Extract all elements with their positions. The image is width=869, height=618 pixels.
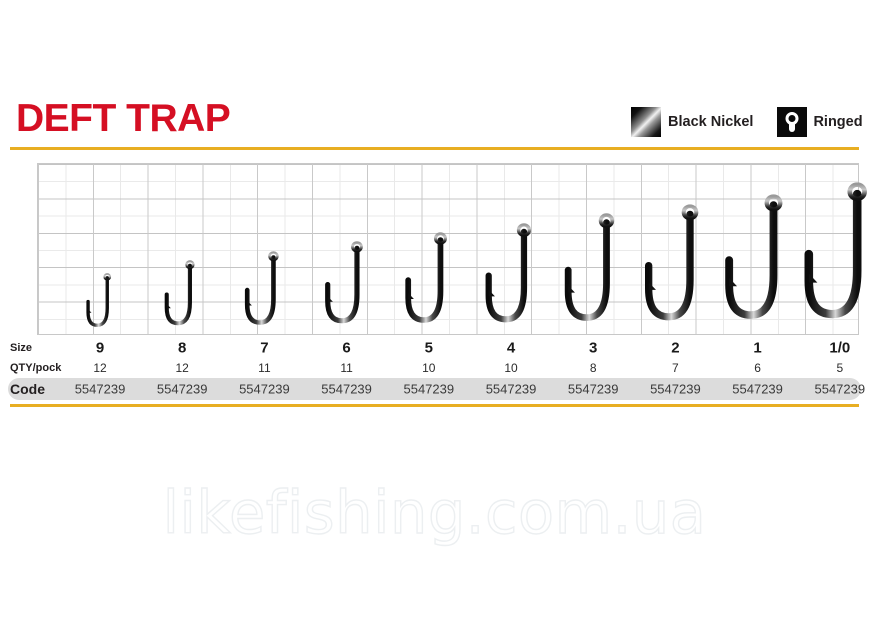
cell-qty-1: 6: [754, 361, 761, 375]
hook-size-7: [243, 250, 285, 332]
row-label-size: Size: [10, 342, 33, 354]
cell-code-1: 5547239: [732, 381, 783, 397]
cell-qty-6: 11: [340, 361, 353, 375]
cell-code-7: 5547239: [239, 381, 290, 397]
cell-size-6: 6: [342, 339, 351, 357]
cell-code-3: 5547239: [567, 381, 619, 397]
cell-size-5: 5: [424, 339, 433, 357]
cell-code-1-0: 5547239: [814, 381, 866, 397]
table-row-size: Size 9 8 7 6 5 4 3 2 1 1/0: [0, 338, 869, 358]
page-title: DEFT TRAP: [16, 97, 231, 140]
hook-size-5: [403, 232, 455, 332]
cell-size-7: 7: [260, 339, 269, 357]
hook-size-8: [163, 260, 200, 332]
cell-qty-4: 10: [504, 361, 518, 375]
cell-size-1-0: 1/0: [829, 339, 851, 357]
cell-qty-8: 12: [175, 361, 189, 375]
cell-qty-9: 12: [93, 361, 107, 375]
cell-qty-2: 7: [672, 361, 679, 375]
table-row-qty: QTY/pock 12 12 11 11 10 10 8 7 6 5: [0, 358, 869, 378]
badge-label: Black Nickel: [668, 114, 754, 130]
code-row-background: [8, 378, 861, 400]
row-label-qty: QTY/pock: [10, 362, 62, 374]
hook-illustrations: [37, 163, 867, 335]
cell-qty-3: 8: [589, 361, 597, 375]
cell-size-2: 2: [671, 339, 680, 357]
ring-stem: [789, 122, 796, 132]
header: DEFT TRAP Black Nickel Ringed: [0, 96, 869, 152]
cell-code-2: 5547239: [650, 381, 701, 397]
cell-size-4: 4: [506, 339, 516, 357]
cell-qty-5: 10: [422, 361, 436, 375]
cell-code-5: 5547239: [403, 381, 455, 397]
divider-bottom: [10, 404, 859, 407]
cell-code-8: 5547239: [156, 381, 208, 397]
ruler-scale: [0, 163, 37, 335]
ringed-eye-icon: [777, 107, 808, 137]
hook-size-1-0: [801, 182, 869, 332]
hook-size-1: [722, 194, 794, 332]
hook-size-2: [642, 204, 709, 332]
hook-size-9: [85, 272, 116, 332]
cell-size-9: 9: [95, 339, 105, 357]
badge-ringed: Ringed: [777, 107, 863, 137]
cell-qty-1-0: 5: [836, 361, 844, 375]
badge-label: Ringed: [813, 114, 863, 130]
spec-table: Size 9 8 7 6 5 4 3 2 1 1/0 QTY/pock 12 12 11 11 10 10 8…: [0, 338, 869, 400]
hook-size-3: [562, 213, 624, 332]
hook-size-4: [483, 222, 540, 332]
row-label-code: Code: [10, 381, 45, 397]
badge-black-nickel: Black Nickel: [630, 106, 753, 138]
hook-size-6: [323, 241, 370, 332]
cell-code-6: 5547239: [321, 381, 372, 397]
cell-code-4: 5547239: [485, 381, 537, 397]
cell-qty-7: 11: [258, 361, 271, 375]
cell-size-8: 8: [178, 339, 187, 357]
cell-size-1: 1: [753, 339, 762, 357]
table-row-code: Code 5547239 5547239 5547239 5547239 5547239…: [0, 378, 869, 400]
divider-top: [10, 147, 859, 150]
cell-code-9: 5547239: [74, 381, 126, 397]
watermark: likefishing.com.ua: [162, 477, 707, 547]
badge-group: Black Nickel Ringed: [630, 102, 863, 142]
black-nickel-swatch-icon: [630, 106, 662, 138]
cell-size-3: 3: [589, 339, 598, 357]
